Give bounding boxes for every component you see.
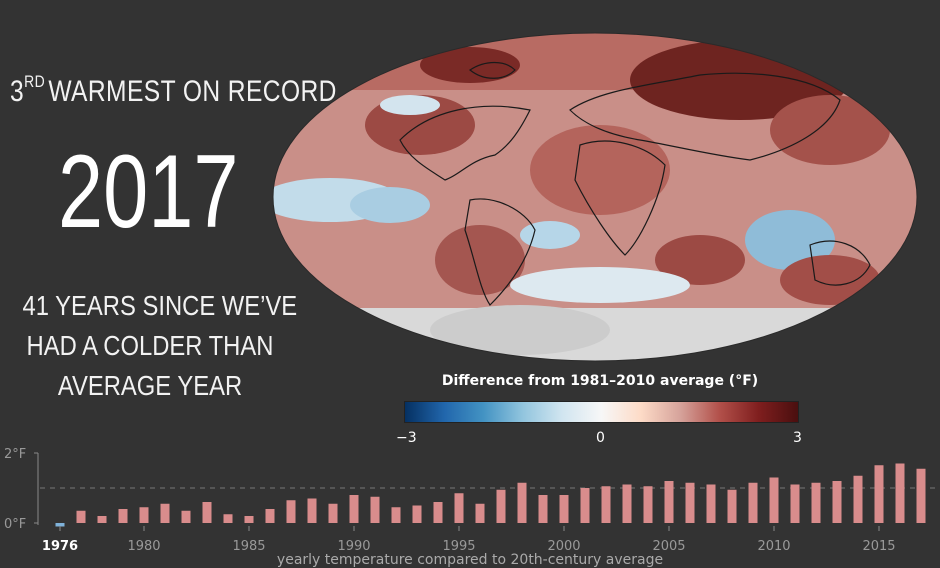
bar-2014: [853, 475, 863, 523]
yearly-bar-chart: 2°F 0°F 1976 1980 1985 1990 1995 2000 2005 2010 20…: [0, 440, 940, 564]
bar-2007: [706, 484, 716, 523]
bar-2005: [664, 481, 674, 523]
bar-1991: [370, 496, 380, 523]
bar-1980: [139, 507, 149, 523]
bar-2015: [874, 465, 884, 523]
bar-2000: [559, 495, 569, 523]
bar-2011: [790, 484, 800, 523]
rank-suffix: RD: [24, 72, 46, 91]
bar-2017: [916, 468, 926, 523]
bar-2002: [601, 486, 611, 523]
bar-2006: [685, 482, 695, 523]
bar-1976: [55, 523, 65, 527]
continent-outlines: [399, 61, 871, 306]
bar-2010: [769, 477, 779, 523]
since-line-2: HAD A COLDER THAN: [26, 330, 274, 361]
color-scale-min-label: −3: [396, 430, 417, 446]
x-tick-label: 1990: [337, 539, 370, 554]
x-tick-label: 1976: [42, 539, 78, 554]
color-scale-bar: [404, 401, 799, 423]
x-tick-label: 2015: [862, 539, 895, 554]
bar-1985: [244, 516, 254, 523]
y-tick-label: 0°F: [4, 517, 26, 532]
x-tick-label: 2010: [757, 539, 790, 554]
x-tick-label: 1985: [232, 539, 265, 554]
bar-2001: [580, 488, 590, 523]
bar-1986: [265, 509, 275, 523]
bar-1999: [538, 495, 548, 523]
temperature-anomaly-map: [270, 30, 920, 365]
bar-1990: [349, 495, 359, 523]
bar-1989: [328, 503, 338, 523]
x-tick-label: 1995: [442, 539, 475, 554]
rank-number: 3: [10, 75, 25, 108]
bar-1981: [160, 503, 170, 523]
bar-2008: [727, 489, 737, 523]
bar-2013: [832, 481, 842, 523]
since-line-3: AVERAGE YEAR: [57, 370, 243, 401]
bar-1983: [202, 502, 212, 523]
bar-1998: [517, 482, 527, 523]
chart-caption: yearly temperature compared to 20th-cent…: [276, 552, 664, 568]
bar-1988: [307, 498, 317, 523]
bar-1993: [412, 505, 422, 523]
bar-1984: [223, 514, 233, 523]
bar-1997: [496, 489, 506, 523]
x-tick-label: 2000: [547, 539, 580, 554]
color-scale-max-label: 3: [793, 430, 802, 446]
y-tick-label: 2°F: [4, 447, 26, 462]
bar-2003: [622, 484, 632, 523]
bar-1992: [391, 507, 401, 523]
bar-1977: [76, 510, 86, 523]
year-heading: 2017: [58, 134, 239, 250]
rank-text: WARMEST ON RECORD: [48, 75, 337, 108]
bar-1987: [286, 500, 296, 523]
color-scale-mid-label: 0: [596, 430, 605, 446]
x-tick-label: 2005: [652, 539, 685, 554]
bar-1995: [454, 493, 464, 523]
since-line-1: 41 YEARS SINCE WE’VE: [22, 290, 298, 321]
bar-2016: [895, 463, 905, 523]
bar-1994: [433, 502, 443, 523]
bar-1996: [475, 503, 485, 523]
bar-1979: [118, 509, 128, 523]
bar-1978: [97, 516, 107, 523]
bar-1982: [181, 510, 191, 523]
rank-heading: 3RD WARMEST ON RECORD: [10, 72, 336, 109]
bar-2012: [811, 482, 821, 523]
globe-outline: [272, 32, 918, 362]
world-map-svg: [272, 32, 918, 362]
bar-2009: [748, 482, 758, 523]
legend-title: Difference from 1981–2010 average (°F): [441, 373, 759, 389]
x-tick-label: 1980: [127, 539, 160, 554]
since-text: 41 YEARS SINCE WE’VE HAD A COLDER THAN A…: [22, 286, 298, 406]
bar-2004: [643, 486, 653, 523]
anomaly-field: [273, 33, 917, 361]
bar-chart-svg: 2°F 0°F 1976 1980 1985 1990 1995 2000 2005 2010 20…: [4, 447, 940, 554]
